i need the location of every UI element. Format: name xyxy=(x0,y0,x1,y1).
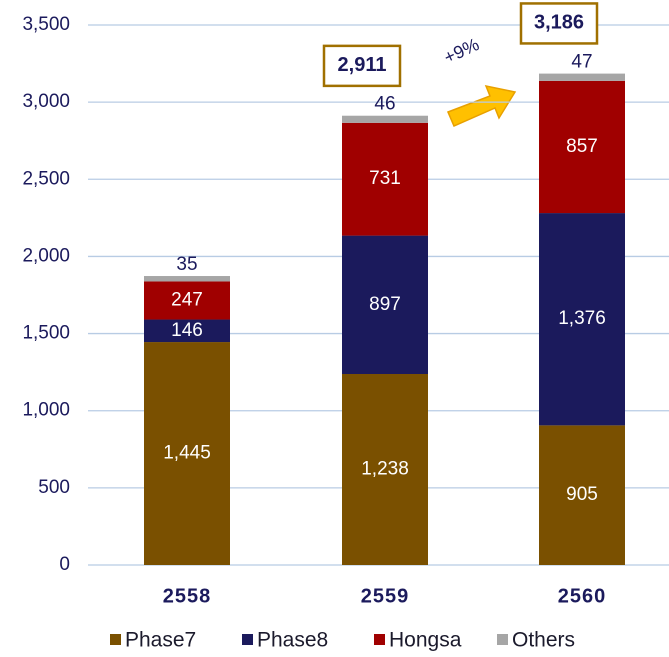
value-label: 897 xyxy=(369,294,401,315)
y-tick-label: 0 xyxy=(59,554,70,575)
legend-label: Phase7 xyxy=(125,629,196,652)
bar-segment xyxy=(342,122,428,236)
total-label: 3,186 xyxy=(534,12,584,34)
value-label: 146 xyxy=(171,320,203,341)
y-tick-label: 2,000 xyxy=(22,245,70,266)
value-label: 731 xyxy=(369,168,401,189)
legend-swatch xyxy=(242,634,253,645)
value-label: 47 xyxy=(571,52,592,73)
y-tick-label: 3,500 xyxy=(22,14,70,35)
bar-segment xyxy=(144,342,230,565)
bar-segment xyxy=(539,80,625,214)
y-tick-label: 1,500 xyxy=(22,323,70,344)
total-label: 2,911 xyxy=(338,54,387,76)
growth-annotation: +9% xyxy=(441,34,483,68)
bar-segment xyxy=(539,213,625,426)
legend-label: Hongsa xyxy=(389,629,462,652)
value-label: 35 xyxy=(176,254,197,275)
bar-segment xyxy=(539,73,625,81)
legend-label: Others xyxy=(512,629,575,652)
y-tick-label: 3,000 xyxy=(22,91,70,112)
legend-swatch xyxy=(374,634,385,645)
value-label: 1,238 xyxy=(361,459,409,480)
growth-arrow xyxy=(447,84,517,127)
bar-segment xyxy=(342,373,428,565)
bar-segment xyxy=(342,235,428,374)
total-box xyxy=(519,2,599,45)
y-tick-label: 500 xyxy=(38,477,70,498)
y-tick-label: 2,500 xyxy=(22,168,70,189)
value-label: 905 xyxy=(566,484,598,505)
legend-swatch xyxy=(110,634,121,645)
bar-segment xyxy=(144,319,230,343)
legend-swatch xyxy=(497,634,508,645)
legend-label: Phase8 xyxy=(257,629,328,652)
x-tick-label: 2560 xyxy=(558,585,607,607)
value-label: 1,376 xyxy=(558,308,606,329)
total-box xyxy=(322,44,402,88)
x-tick-label: 2559 xyxy=(361,585,410,607)
value-label: 46 xyxy=(374,94,395,115)
y-tick-label: 1,000 xyxy=(22,400,70,421)
x-tick-label: 2558 xyxy=(163,585,212,607)
value-label: 1,445 xyxy=(163,443,211,464)
bar-segment xyxy=(539,425,625,565)
bar-segment xyxy=(144,281,230,320)
bar-segment xyxy=(342,115,428,123)
value-label: 857 xyxy=(566,136,598,157)
bar-segment xyxy=(144,276,230,282)
value-label: 247 xyxy=(171,289,203,310)
